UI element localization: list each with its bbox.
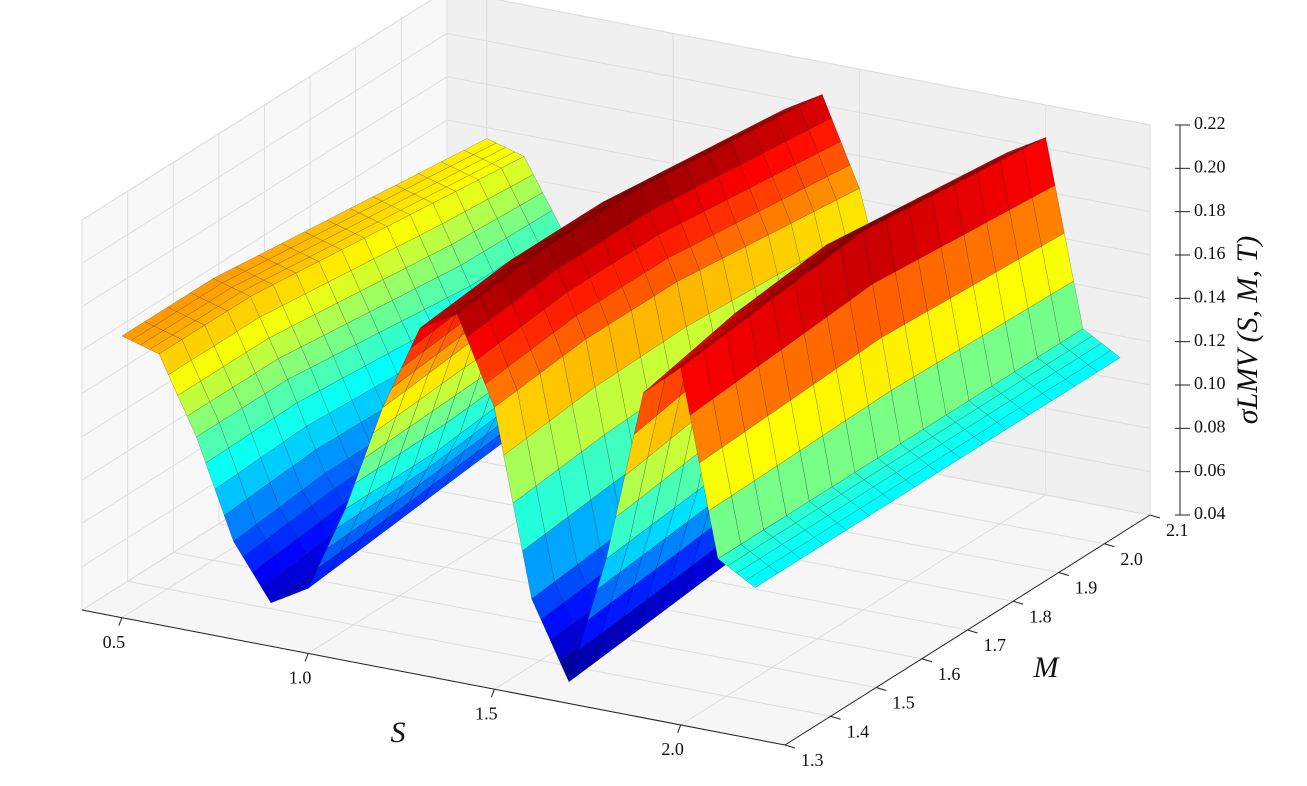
z-tick-label: 0.16 bbox=[1194, 243, 1226, 263]
z-tick-label: 0.20 bbox=[1194, 156, 1226, 176]
z-tick-label: 0.06 bbox=[1194, 460, 1226, 480]
surface-patch bbox=[996, 407, 1030, 430]
surface-patch bbox=[882, 479, 916, 502]
x-tick-label: 1.5 bbox=[475, 703, 498, 723]
surface-patch bbox=[813, 522, 847, 545]
z-tick-label: 0.08 bbox=[1194, 416, 1226, 436]
y-tick-label: 1.3 bbox=[801, 750, 824, 770]
z-tick-label: 0.10 bbox=[1194, 373, 1226, 393]
grid-line bbox=[81, 0, 433, 221]
y-tick bbox=[921, 658, 933, 663]
z-axis-label: σLMV (S, M, T) bbox=[1231, 236, 1264, 424]
y-tick-label: 1.4 bbox=[847, 721, 870, 741]
x-tick bbox=[118, 617, 123, 626]
y-tick bbox=[1012, 600, 1024, 605]
z-tick-label: 0.22 bbox=[1194, 113, 1226, 133]
surface-patch bbox=[745, 565, 779, 588]
x-axis-label: S bbox=[391, 716, 406, 749]
grid-line bbox=[496, 0, 1151, 126]
x-tick-label: 0.5 bbox=[103, 632, 126, 652]
x-tick bbox=[677, 724, 682, 734]
surface-patch bbox=[768, 551, 802, 574]
surface-patch bbox=[1041, 378, 1076, 402]
y-tick-label: 1.9 bbox=[1075, 578, 1098, 598]
surface-patch bbox=[1019, 393, 1053, 416]
z-tick-label: 0.14 bbox=[1194, 286, 1226, 306]
surface-patch bbox=[950, 436, 984, 459]
x-axis-line bbox=[81, 609, 786, 746]
x-tick bbox=[304, 653, 309, 662]
grid-line bbox=[81, 76, 448, 308]
surface-patch bbox=[1087, 350, 1121, 373]
surface-patch bbox=[859, 493, 893, 517]
y-tick bbox=[830, 715, 841, 720]
surface-patch bbox=[791, 536, 825, 560]
x-tick bbox=[490, 689, 495, 698]
y-axis-line bbox=[784, 514, 1151, 746]
y-tick bbox=[1149, 514, 1161, 519]
grid-line bbox=[127, 580, 831, 717]
y-tick bbox=[1104, 543, 1115, 548]
grid-line bbox=[81, 119, 448, 351]
y-tick-label: 1.5 bbox=[892, 693, 915, 713]
z-tick-label: 0.18 bbox=[1194, 200, 1226, 220]
y-tick-label: 2.0 bbox=[1120, 549, 1143, 569]
y-tick bbox=[784, 744, 796, 749]
y-tick-label: 1.6 bbox=[938, 664, 961, 684]
y-tick-label: 2.1 bbox=[1166, 520, 1189, 540]
x-tick-label: 1.0 bbox=[289, 668, 312, 688]
y-axis-label: M bbox=[1033, 651, 1061, 684]
y-tick-label: 1.8 bbox=[1029, 606, 1052, 626]
z-tick-label: 0.04 bbox=[1194, 503, 1226, 523]
surface-patch bbox=[973, 421, 1007, 445]
y-tick bbox=[1058, 572, 1069, 576]
z-tick-label: 0.12 bbox=[1194, 330, 1226, 350]
y-tick bbox=[876, 687, 887, 691]
x-tick-label: 2.0 bbox=[661, 739, 684, 759]
y-tick-label: 1.7 bbox=[984, 635, 1007, 655]
y-tick bbox=[967, 629, 978, 634]
grid-line bbox=[81, 32, 448, 264]
surface-patch bbox=[927, 450, 961, 473]
